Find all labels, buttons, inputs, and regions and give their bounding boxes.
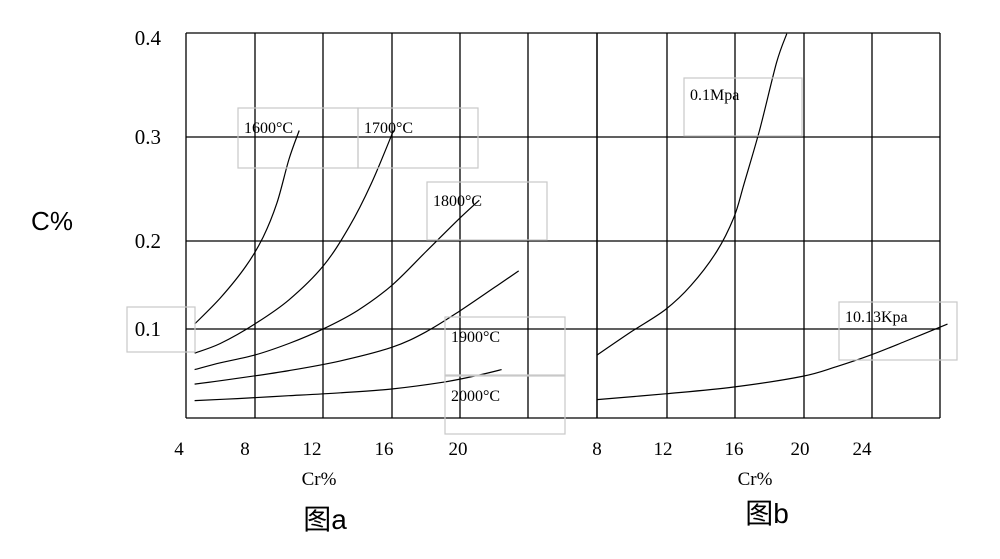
x-axis-label: Cr% <box>302 469 337 490</box>
x-tick-label: 8 <box>240 439 250 460</box>
chart-b-caption: 图b <box>745 498 789 529</box>
x-tick-label: 8 <box>592 439 602 460</box>
annotation-box <box>838 301 958 361</box>
y-tick-label: 0.1 <box>135 317 161 341</box>
series-label: 2000°C <box>451 388 500 405</box>
series-label: 1800°C <box>433 193 482 210</box>
series-line <box>194 199 480 371</box>
annotation-box <box>357 107 479 169</box>
x-tick-label: 24 <box>853 439 873 460</box>
y-tick-label: 0.2 <box>135 229 161 253</box>
series-label: 10.13Kpa <box>845 309 908 326</box>
x-tick-label: 16 <box>725 439 744 460</box>
series-line <box>194 270 520 385</box>
x-tick-label: 12 <box>303 439 322 460</box>
x-tick-label: 4 <box>174 439 184 460</box>
annotation-box <box>426 181 548 241</box>
chart-a <box>185 32 598 419</box>
series-label: 1700°C <box>364 120 413 137</box>
series-line <box>194 130 395 354</box>
series-line <box>194 130 300 325</box>
annotation-box <box>126 306 196 353</box>
annotation-box <box>444 316 566 376</box>
series-line <box>596 323 948 401</box>
series-label: 1600°C <box>244 120 293 137</box>
y-axis-label: C% <box>31 206 73 236</box>
y-tick-label: 0.3 <box>135 125 161 149</box>
series-label: 0.1Mpa <box>690 87 739 104</box>
y-tick-label: 0.4 <box>135 26 162 50</box>
series-label: 1900°C <box>451 329 500 346</box>
series-line <box>596 33 788 356</box>
chart-b <box>596 32 941 419</box>
x-tick-label: 20 <box>791 439 810 460</box>
x-tick-label: 16 <box>375 439 394 460</box>
chart-a-caption: 图a <box>303 504 347 535</box>
x-tick-label: 20 <box>449 439 468 460</box>
annotation-box <box>444 375 566 435</box>
x-tick-label: 12 <box>654 439 673 460</box>
x-axis-label: Cr% <box>738 469 773 490</box>
annotation-box <box>683 77 803 137</box>
annotation-box <box>237 107 359 169</box>
